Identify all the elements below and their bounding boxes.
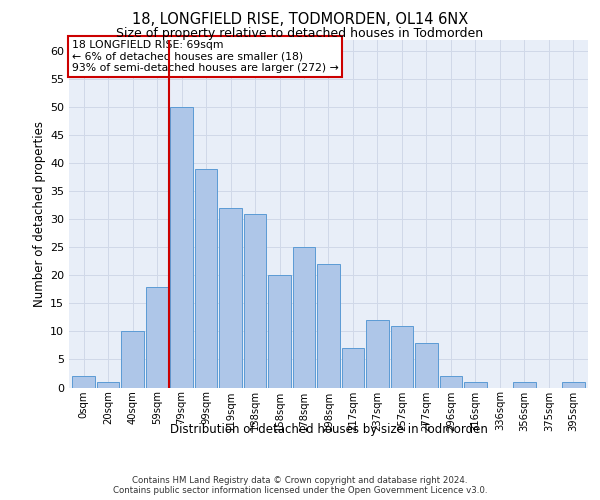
Bar [170, 108, 193, 388]
Bar [366, 320, 389, 388]
Bar [317, 264, 340, 388]
Bar [97, 382, 119, 388]
Bar [73, 376, 95, 388]
Bar [513, 382, 536, 388]
Bar [293, 248, 315, 388]
Bar [268, 276, 291, 388]
Bar [415, 342, 437, 388]
Text: 18 LONGFIELD RISE: 69sqm
← 6% of detached houses are smaller (18)
93% of semi-de: 18 LONGFIELD RISE: 69sqm ← 6% of detache… [71, 40, 338, 73]
Bar [220, 208, 242, 388]
Text: Distribution of detached houses by size in Todmorden: Distribution of detached houses by size … [170, 422, 488, 436]
Text: 18, LONGFIELD RISE, TODMORDEN, OL14 6NX: 18, LONGFIELD RISE, TODMORDEN, OL14 6NX [132, 12, 468, 28]
Text: Contains HM Land Registry data © Crown copyright and database right 2024.
Contai: Contains HM Land Registry data © Crown c… [113, 476, 487, 495]
Bar [562, 382, 584, 388]
Bar [244, 214, 266, 388]
Bar [146, 286, 169, 388]
Bar [121, 332, 144, 388]
Bar [464, 382, 487, 388]
Bar [195, 169, 217, 388]
Bar [342, 348, 364, 388]
Bar [391, 326, 413, 388]
Y-axis label: Number of detached properties: Number of detached properties [33, 120, 46, 306]
Text: Size of property relative to detached houses in Todmorden: Size of property relative to detached ho… [116, 28, 484, 40]
Bar [440, 376, 462, 388]
